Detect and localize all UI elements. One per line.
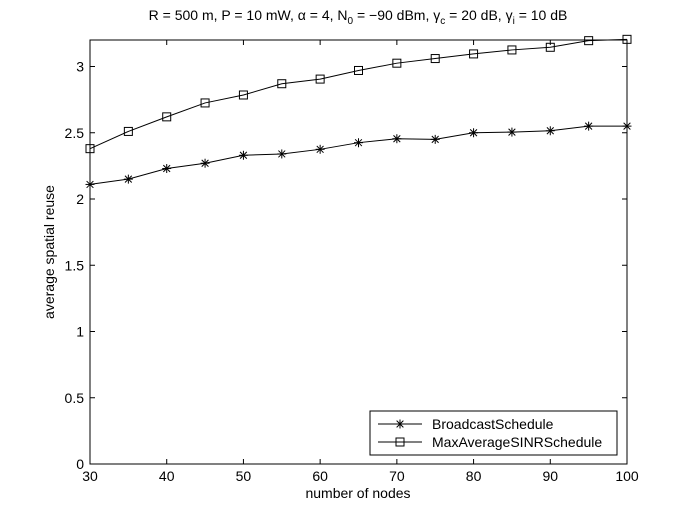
asterisk-stroke — [431, 135, 439, 144]
asterisk-marker — [622, 121, 632, 131]
title-subscript: c — [440, 16, 445, 27]
asterisk-stroke — [201, 159, 209, 167]
y-tick-label: 0.5 — [65, 390, 85, 406]
asterisk-stroke — [469, 129, 478, 137]
asterisk-marker — [85, 179, 95, 189]
asterisk-stroke — [396, 420, 404, 428]
asterisk-stroke — [623, 122, 631, 130]
x-tick-label: 30 — [82, 468, 98, 484]
square-marker — [85, 144, 95, 154]
title-subscript: 0 — [348, 16, 354, 27]
y-tick-label: 0 — [76, 456, 84, 472]
square-marker — [622, 34, 632, 44]
asterisk-marker — [354, 138, 363, 148]
asterisk-stroke — [584, 122, 593, 130]
asterisk-stroke — [546, 127, 555, 135]
asterisk-marker — [392, 134, 402, 144]
asterisk-stroke — [354, 138, 363, 147]
title-subscript: i — [513, 16, 515, 27]
series-BroadcastSchedule — [85, 121, 632, 189]
y-axis-label: average spatial reuse — [41, 185, 57, 319]
x-tick-label: 50 — [236, 468, 252, 484]
asterisk-stroke — [316, 145, 324, 154]
asterisk-marker — [200, 158, 210, 168]
plot-area — [89, 39, 628, 465]
legend-entry-broadcast: BroadcastSchedule — [378, 416, 554, 432]
legend-entry-maxsinr: MaxAverageSINRSchedule — [378, 434, 602, 450]
y-tick-label: 1.5 — [65, 257, 85, 273]
square-marker — [162, 112, 172, 122]
legend-label-broadcast: BroadcastSchedule — [432, 416, 554, 432]
asterisk-stroke — [239, 151, 248, 160]
asterisk-marker — [123, 174, 133, 184]
title-segment: = 10 dB — [515, 7, 568, 23]
asterisk-marker — [395, 419, 405, 429]
legend: BroadcastSchedule MaxAverageSINRSchedule — [369, 410, 618, 456]
square-marker — [584, 36, 594, 46]
square-marker — [238, 90, 248, 100]
x-tick-label: 80 — [466, 468, 482, 484]
asterisk-marker — [277, 149, 287, 159]
y-tick-label: 3 — [76, 59, 84, 75]
asterisk-stroke — [86, 180, 94, 189]
legend-box — [369, 410, 618, 456]
series-MaxAverageSINRSchedule — [85, 34, 632, 154]
square-marker — [392, 58, 402, 68]
asterisk-stroke — [278, 150, 286, 158]
chart-title: R = 500 m, P = 10 mW, α = 4, N0 = −90 dB… — [149, 7, 568, 27]
square-marker — [469, 49, 479, 59]
legend-label-maxsinr: MaxAverageSINRSchedule — [432, 434, 602, 450]
x-axis: 30 40 50 60 70 80 90 100 — [82, 40, 639, 484]
square-marker — [277, 79, 287, 89]
y-tick-label: 1 — [76, 324, 84, 340]
asterisk-stroke — [124, 175, 133, 183]
series-layer — [85, 34, 632, 189]
asterisk-marker — [545, 126, 555, 136]
series-line — [89, 38, 628, 150]
asterisk-marker — [162, 164, 172, 174]
y-tick-label: 2 — [76, 191, 84, 207]
asterisk-marker — [315, 144, 325, 154]
title-segment: = 20 dB, γ — [445, 7, 512, 23]
legend-marker-asterisk — [395, 419, 405, 429]
square-marker — [507, 45, 517, 55]
square-marker — [315, 74, 325, 84]
square-marker — [354, 65, 363, 75]
square-marker — [200, 98, 210, 108]
asterisk-marker — [469, 128, 479, 138]
x-tick-label: 90 — [542, 468, 558, 484]
asterisk-marker — [238, 150, 248, 160]
square-marker — [545, 42, 555, 52]
y-axis: 0 0.5 1 1.5 2 2.5 3 — [65, 59, 627, 472]
square-marker — [395, 437, 405, 447]
asterisk-stroke — [162, 164, 171, 173]
title-segment: = −90 dBm, γ — [353, 7, 440, 23]
asterisk-stroke — [393, 134, 401, 143]
asterisk-marker — [584, 121, 594, 131]
x-tick-label: 100 — [615, 468, 639, 484]
asterisk-stroke — [508, 128, 516, 136]
x-tick-label: 60 — [312, 468, 328, 484]
legend-marker-square — [395, 437, 405, 447]
square-marker — [430, 54, 440, 64]
x-axis-label: number of nodes — [305, 485, 410, 501]
asterisk-marker — [430, 134, 440, 144]
y-tick-label: 2.5 — [65, 125, 85, 141]
x-tick-label: 70 — [389, 468, 405, 484]
x-tick-label: 40 — [159, 468, 175, 484]
asterisk-marker — [507, 127, 517, 137]
title-segment: R = 500 m, P = 10 mW, α = 4, N — [149, 7, 348, 23]
square-marker — [123, 126, 133, 136]
